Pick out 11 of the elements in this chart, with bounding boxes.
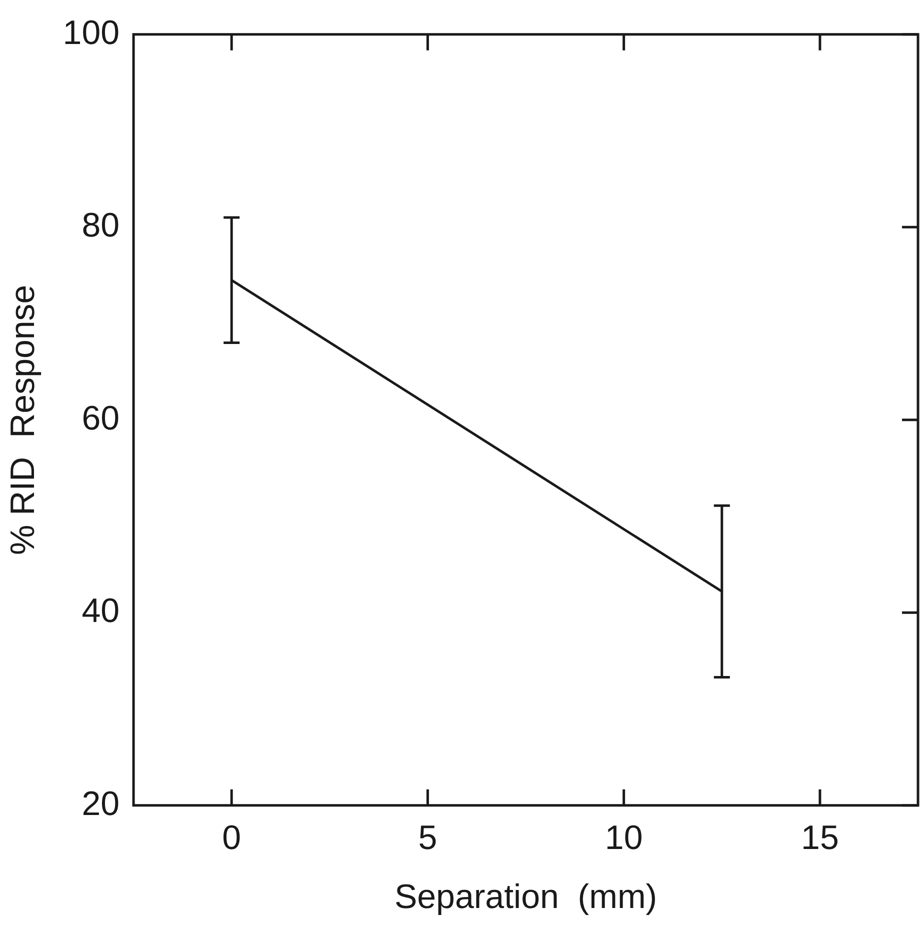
y-tick-label: 60 <box>82 399 120 438</box>
y-tick-label: 100 <box>62 14 120 52</box>
y-tick-label: 40 <box>82 592 120 630</box>
y-tick-label: 20 <box>82 784 120 823</box>
x-tick-label: 10 <box>604 819 643 858</box>
y-tick-label: 80 <box>82 206 120 245</box>
x-axis-title: Separation (mm) <box>394 878 658 916</box>
x-tick-label: 15 <box>801 819 839 858</box>
x-tick-label: 5 <box>418 819 438 858</box>
x-tick-label: 0 <box>222 819 242 858</box>
y-axis-title: % RID Response <box>4 284 42 556</box>
